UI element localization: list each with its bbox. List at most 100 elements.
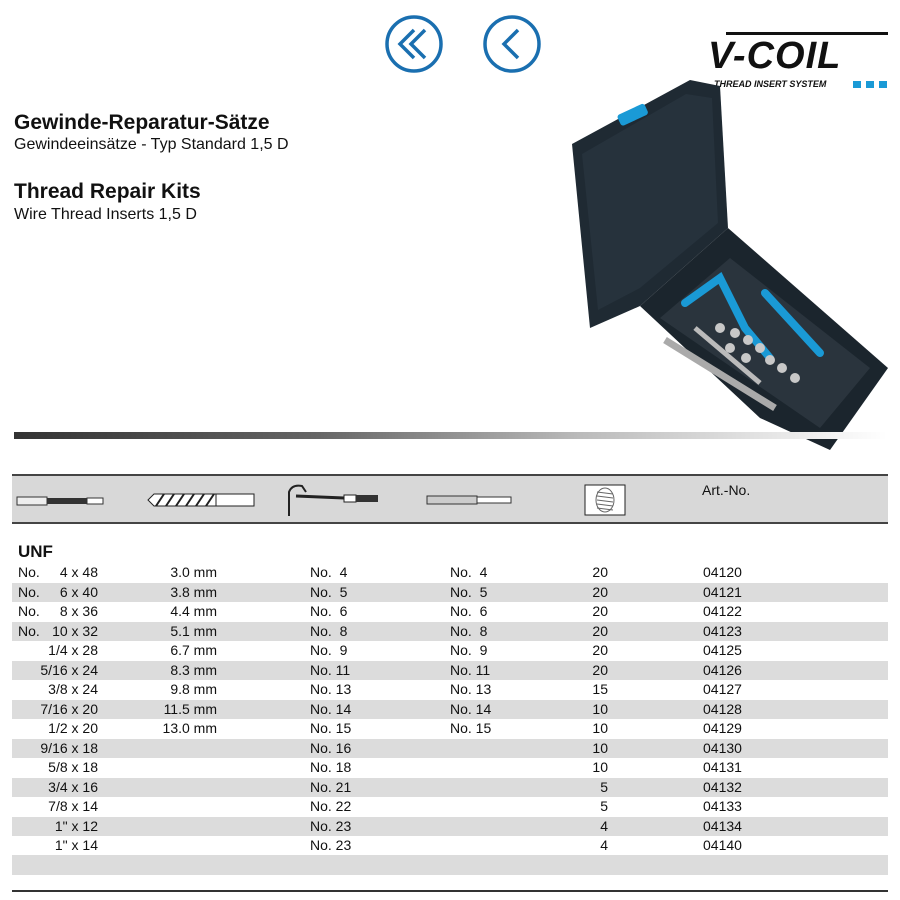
cell-drill: 4.4 mm (170, 603, 217, 619)
cell-qty: 5 (600, 798, 608, 814)
cell-qty: 4 (600, 837, 608, 853)
cell-tool: No. 21 (310, 778, 352, 795)
table-row-empty (12, 855, 888, 875)
cell-size: 10 x 32 (52, 622, 98, 639)
cell-art: 04121 (703, 583, 742, 600)
cell-qty: 10 (592, 759, 608, 775)
cell-tang: No. 9 (450, 642, 488, 658)
cell-tang: No. 15 (450, 720, 492, 736)
cell-drill: 5.1 mm (170, 622, 217, 639)
table-row: 9/16 x 18 No. 16 10 04130 (12, 738, 888, 758)
cell-tool: No. 14 (310, 700, 352, 717)
cell-tool: No. 23 (310, 837, 352, 853)
cell-tang: No. 13 (450, 681, 492, 697)
cell-qty: 20 (592, 642, 608, 658)
cell-qty: 15 (592, 681, 608, 697)
cell-size: 8 x 36 (59, 603, 98, 619)
art-no-header: Art.-No. (702, 482, 751, 498)
cell-tool: No. 8 (310, 622, 348, 639)
title-de: Gewinde-Reparatur-Sätze (14, 111, 270, 134)
cell-size: 6 x 40 (59, 583, 98, 600)
table-row: No. 6 x 40 3.8 mm No. 5 No. 5 20 04121 (12, 582, 888, 602)
cell-size: 7/16 x 20 (40, 700, 98, 717)
cell-prefix: No. (18, 622, 40, 639)
cell-qty: 20 (592, 583, 608, 600)
cell-drill: 13.0 mm (162, 720, 217, 736)
table-row: 3/4 x 16 No. 21 5 04132 (12, 777, 888, 797)
double-chevron-left-icon (385, 15, 443, 73)
cell-tool: No. 4 (310, 564, 348, 580)
table-row: 5/16 x 24 8.3 mm No. 11 No. 11 20 04126 (12, 660, 888, 680)
cell-tang: No. 6 (450, 603, 488, 619)
table-row: 7/8 x 14 No. 22 5 04133 (12, 797, 888, 817)
cell-tang: No. 11 (450, 661, 491, 678)
table-row: 1" x 14 No. 23 4 04140 (12, 836, 888, 856)
cell-art: 04129 (703, 720, 742, 736)
cell-art: 04128 (703, 700, 742, 717)
cell-qty: 20 (592, 661, 608, 678)
cell-art: 04131 (703, 759, 742, 775)
table-row: No. 4 x 48 3.0 mm No. 4 No. 4 20 04120 (12, 563, 888, 583)
cell-tool: No. 22 (310, 798, 352, 814)
table-row: 7/16 x 20 11.5 mm No. 14 No. 14 10 04128 (12, 699, 888, 719)
cell-tool: No. 18 (310, 759, 352, 775)
cell-drill: 8.3 mm (170, 661, 217, 678)
table-row: 1/2 x 20 13.0 mm No. 15 No. 15 10 04129 (12, 719, 888, 739)
cell-art: 04127 (703, 681, 742, 697)
cell-tool: No. 15 (310, 720, 352, 736)
cell-art: 04125 (703, 642, 742, 658)
cell-art: 04120 (703, 564, 742, 580)
cell-prefix: No. (18, 564, 40, 580)
cell-art: 04132 (703, 778, 742, 795)
first-page-button[interactable] (384, 14, 444, 74)
table-row: 3/8 x 24 9.8 mm No. 13 No. 13 15 04127 (12, 680, 888, 700)
cell-art: 04134 (703, 817, 742, 834)
section-label-unf: UNF (18, 542, 53, 561)
v-coil-logo: V-COIL THREAD INSERT SYSTEM (708, 32, 890, 92)
cell-tang: No. 5 (450, 583, 488, 600)
cell-art: 04123 (703, 622, 742, 639)
cell-tool: No. 13 (310, 681, 352, 697)
drill-bit-icon (147, 493, 255, 507)
cell-tool: No. 6 (310, 603, 348, 619)
subtitle-en: Wire Thread Inserts 1,5 D (14, 206, 197, 223)
title-en: Thread Repair Kits (14, 180, 201, 203)
cell-size: 5/16 x 24 (40, 661, 98, 678)
cell-drill: 6.7 mm (170, 642, 217, 658)
table-row: 5/8 x 18 No. 18 10 04131 (12, 758, 888, 778)
cell-size: 1" x 14 (54, 837, 98, 853)
cell-tang: No. 4 (450, 564, 488, 580)
cell-drill: 3.8 mm (170, 583, 217, 600)
cell-qty: 20 (592, 564, 608, 580)
cell-art: 04140 (703, 837, 742, 853)
cell-size: 1/4 x 28 (48, 642, 98, 658)
cell-qty: 20 (592, 622, 608, 639)
cell-art: 04122 (703, 603, 742, 619)
table-row: 1/4 x 28 6.7 mm No. 9 No. 9 20 04125 (12, 641, 888, 661)
cell-qty: 10 (592, 700, 608, 717)
cell-qty: 4 (600, 817, 608, 834)
subtitle-de: Gewindeeinsätze - Typ Standard 1,5 D (14, 136, 289, 153)
cell-size: 3/8 x 24 (48, 681, 98, 697)
cell-qty: 10 (592, 720, 608, 736)
cell-art: 04130 (703, 739, 742, 756)
thread-insert-icon (584, 484, 626, 516)
table-header: Art.-No. (12, 474, 888, 524)
previous-page-button[interactable] (482, 14, 542, 74)
chevron-left-icon (483, 15, 541, 73)
cell-size: 3/4 x 16 (48, 778, 98, 795)
cell-size: 7/8 x 14 (48, 798, 98, 814)
tap-icon (16, 496, 104, 506)
table-row: No. 8 x 36 4.4 mm No. 6 No. 6 20 04122 (12, 602, 888, 622)
cell-art: 04126 (703, 661, 742, 678)
cell-drill: 11.5 mm (163, 700, 217, 717)
cell-prefix: No. (18, 583, 40, 600)
cell-drill: 3.0 mm (170, 564, 217, 580)
cell-size: 1/2 x 20 (48, 720, 98, 736)
cell-art: 04133 (703, 798, 742, 814)
cell-qty: 20 (592, 603, 608, 619)
table-bottom-rule (12, 890, 888, 892)
table-row: 1" x 12 No. 23 4 04134 (12, 816, 888, 836)
tang-break-tool-icon (426, 495, 512, 505)
divider-gradient (14, 432, 887, 439)
